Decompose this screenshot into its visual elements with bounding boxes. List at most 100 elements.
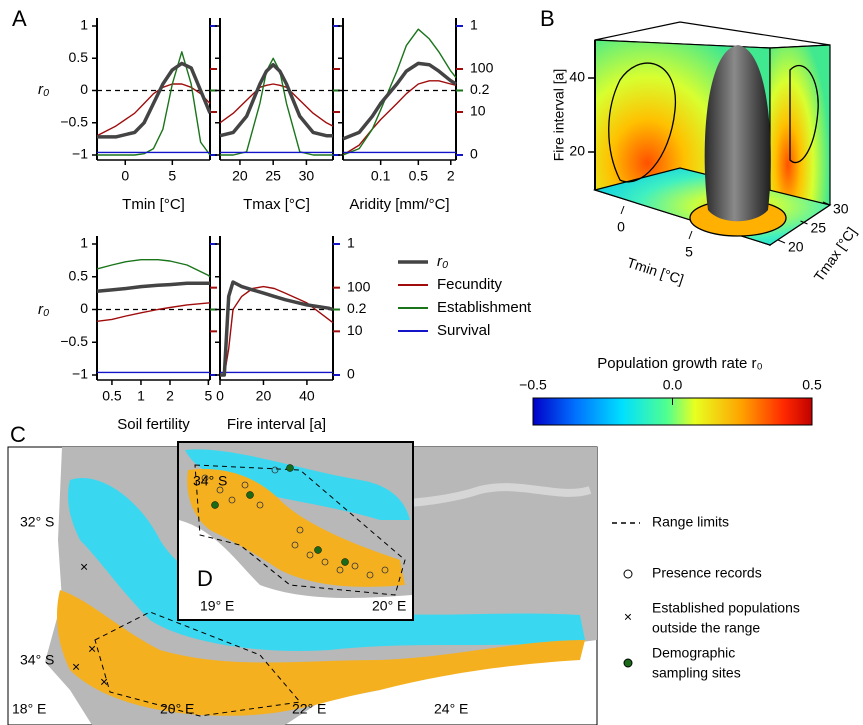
presence-record	[291, 541, 299, 549]
series-line	[219, 62, 333, 138]
sampling-site	[314, 546, 322, 554]
y2-tick-label: 10	[470, 103, 486, 119]
y-tick-label: 25	[811, 220, 827, 236]
y-tick-label: 0	[80, 81, 88, 97]
sampling-site	[211, 501, 219, 509]
y-tick-label: 30	[833, 201, 849, 217]
lat-label: 32° S	[20, 514, 54, 530]
y-tick-label: −0.5	[60, 333, 88, 349]
population-marker: ×	[80, 559, 88, 575]
legend-symbol	[623, 658, 633, 668]
colorbar: Population growth rate r₀ −0.5 0.0 0.5	[519, 355, 822, 426]
legend-label: Established populations	[652, 600, 800, 616]
sampling-site	[246, 491, 254, 499]
x-tick-label: 0.5	[102, 388, 122, 404]
x-axis-label: Aridity [mm/°C]	[349, 196, 449, 213]
x-tick-label: 25	[265, 168, 281, 184]
x-tick	[620, 205, 625, 215]
lon-label: 20° E	[372, 598, 406, 614]
contour	[789, 64, 819, 163]
legend-label: Fecundity	[437, 276, 503, 293]
x-axis-label: Soil fertility	[117, 416, 190, 433]
x-tick-label: 40	[299, 388, 315, 404]
z-axis-label: Fire interval [a]	[551, 69, 567, 162]
lon-label: 24° E	[434, 701, 468, 717]
series-line	[97, 61, 212, 139]
presence-record	[336, 566, 344, 574]
presence-record	[366, 571, 374, 579]
legend-label: Demographic	[652, 645, 735, 661]
legend-label: sampling sites	[652, 665, 741, 681]
x-axis-label: Tmax [°C]	[243, 196, 310, 213]
y-axis-label: r₀	[38, 81, 49, 98]
presence-record	[296, 526, 304, 534]
x-tick-label: 0	[617, 219, 625, 235]
habitat-high	[57, 590, 585, 716]
y2-tick-label: 0	[470, 146, 478, 162]
colorbar-title: Population growth rate r₀	[597, 355, 762, 372]
range-limit	[94, 611, 301, 717]
colorbar-tick-label: 0.0	[663, 377, 683, 393]
population-marker: ×	[72, 659, 80, 675]
x-tick-label: 0.1	[371, 168, 391, 184]
presence-record	[321, 558, 329, 566]
x-tick-label: 1	[137, 388, 145, 404]
z-tick-label: 40	[569, 69, 585, 85]
legend-label: r₀	[437, 253, 448, 270]
panel-letter: D	[197, 566, 213, 591]
lat-label: 34° S	[193, 473, 227, 489]
series-line	[342, 80, 457, 156]
colorbar-tick-label: 0.5	[802, 377, 822, 393]
series-line	[220, 57, 333, 156]
sampling-site	[286, 464, 294, 472]
x-tick-label: 5	[204, 388, 212, 404]
presence-record	[306, 551, 314, 559]
x-tick-label: 2	[447, 168, 455, 184]
x-tick-label: 0	[121, 168, 129, 184]
series-line	[96, 302, 210, 322]
presence-record	[271, 466, 279, 474]
legend-label: Presence records	[652, 565, 762, 581]
presence-record	[241, 481, 249, 489]
panel-letter: A	[12, 6, 27, 31]
habitat-high	[187, 469, 405, 587]
legend-symbol	[623, 569, 633, 579]
inset-map: 34° S 19° E 20° E D	[177, 441, 414, 621]
y2-tick-label: 0.2	[347, 300, 367, 316]
y-tick-label: 0.5	[69, 267, 89, 283]
series-line	[220, 285, 334, 376]
panel-letter: C	[10, 422, 26, 447]
presence-record	[256, 501, 264, 509]
x-tick-label: 2	[166, 388, 174, 404]
legend-label: outside the range	[652, 620, 760, 636]
sampling-sites	[211, 464, 349, 566]
x-tick-label: 30	[299, 168, 315, 184]
series-line	[342, 28, 457, 156]
series-line	[96, 281, 211, 293]
presence-record	[351, 562, 359, 570]
y-tick-label: −1	[72, 366, 88, 382]
presence-record	[216, 486, 224, 494]
surface	[704, 45, 771, 222]
y-tick-label: 0.5	[69, 49, 89, 65]
y-tick-label: −1	[72, 146, 88, 162]
legend-label: Establishment	[437, 299, 532, 316]
panel-letter: B	[540, 6, 555, 31]
population-marker: ×	[88, 641, 96, 657]
presence-records	[201, 466, 389, 579]
y-tick	[822, 201, 831, 206]
series-line	[96, 259, 211, 278]
y2-tick-label: 100	[470, 60, 494, 76]
map-legend: Range limits Presence records × Establis…	[612, 514, 800, 681]
series-line	[219, 83, 334, 127]
presence-record	[201, 474, 209, 482]
series-line	[97, 51, 211, 156]
legend-label: Survival	[437, 322, 490, 339]
y-tick-label: −0.5	[60, 113, 88, 129]
y-tick	[777, 239, 786, 244]
y-tick-label: 1	[80, 17, 88, 33]
series-line	[342, 61, 457, 141]
x-tick-label: 0	[216, 388, 224, 404]
